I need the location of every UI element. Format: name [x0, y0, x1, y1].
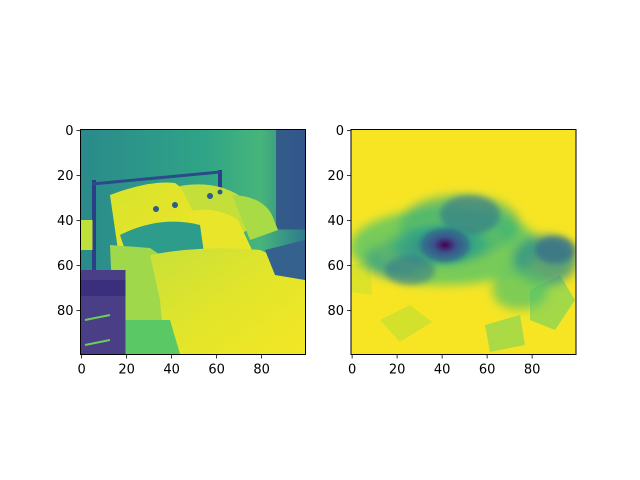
left-y-tick-label: 80: [57, 304, 74, 319]
left-axes-frame: [80, 129, 306, 355]
left-x-tick-label: 0: [77, 363, 85, 378]
right-y-tick-label: 60: [327, 259, 344, 274]
right-x-tick-label: 60: [479, 363, 496, 378]
right-x-tick-label: 40: [434, 363, 451, 378]
left-axes: 0 20 40 60 80 0 20 40 60 80: [57, 124, 306, 378]
right-x-tick-label: 80: [524, 363, 541, 378]
right-y-tick-label: 0: [336, 124, 344, 139]
right-y-tick-label: 40: [327, 214, 344, 229]
left-y-tick-label: 20: [57, 169, 74, 184]
right-axes-frame: [350, 129, 577, 355]
left-x-tick-label: 40: [163, 363, 180, 378]
right-x-tick-label: 0: [348, 363, 356, 378]
left-x-ticks: 0 20 40 60 80: [77, 354, 270, 378]
left-y-tick-label: 40: [57, 214, 74, 229]
left-y-ticks: 0 20 40 60 80: [57, 124, 81, 319]
left-x-tick-label: 20: [118, 363, 135, 378]
left-heatmap-image: [80, 129, 305, 355]
right-x-tick-label: 20: [389, 363, 406, 378]
right-y-tick-label: 20: [327, 169, 344, 184]
right-x-ticks: 0 20 40 60 80: [348, 354, 541, 378]
left-y-tick-label: 60: [57, 259, 74, 274]
right-y-tick-label: 80: [327, 304, 344, 319]
left-y-tick-label: 0: [65, 124, 73, 139]
right-y-ticks: 0 20 40 60 80: [327, 124, 351, 319]
left-x-tick-label: 80: [253, 363, 270, 378]
right-heatmap-image: [351, 129, 576, 355]
right-axes: 0 20 40 60 80 0 20 40 60 80: [327, 124, 577, 378]
left-x-tick-label: 60: [208, 363, 225, 378]
